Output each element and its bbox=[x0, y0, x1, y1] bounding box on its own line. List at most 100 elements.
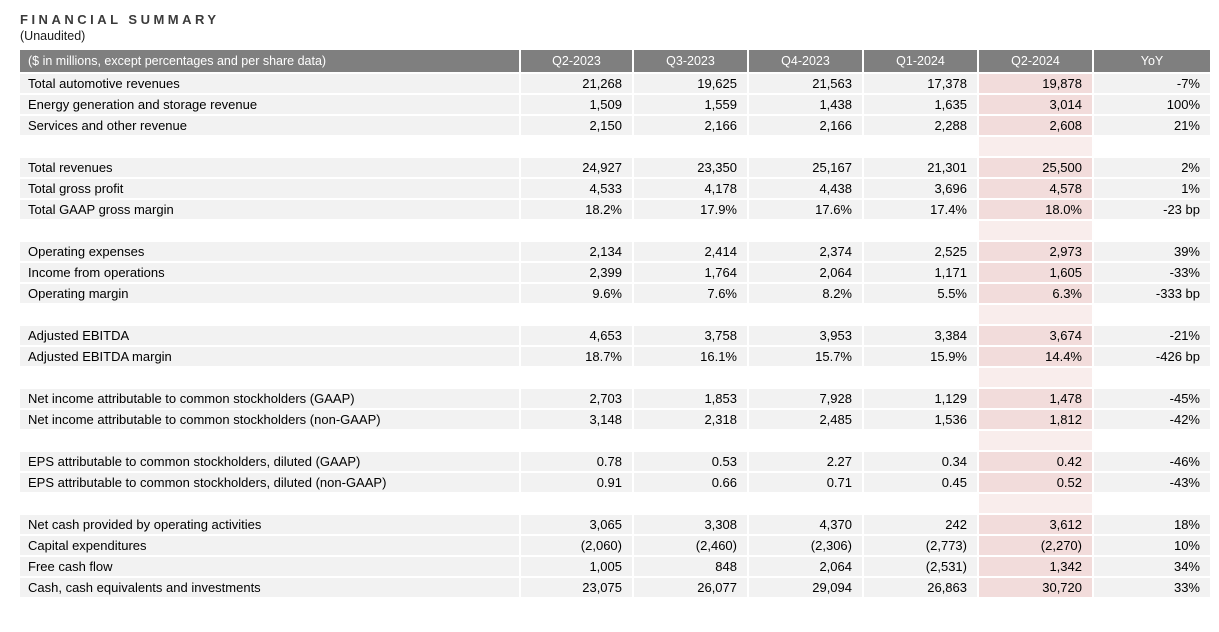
section-spacer-row bbox=[20, 219, 1210, 241]
cell-value: 3,696 bbox=[862, 177, 978, 199]
cell-value: 1,342 bbox=[977, 555, 1093, 577]
cell-yoy: -45% bbox=[1092, 387, 1210, 409]
table-row: Adjusted EBITDA 4,653 3,758 3,953 3,384 3,674… bbox=[20, 324, 1210, 346]
table-row: Cash, cash equivalents and investments 23… bbox=[20, 576, 1210, 597]
row-label: Services and other revenue bbox=[20, 114, 520, 136]
cell-value: 0.66 bbox=[632, 471, 748, 493]
spacer-cell bbox=[862, 429, 978, 451]
spacer-cell bbox=[632, 135, 748, 157]
cell-value: 2,485 bbox=[747, 408, 863, 430]
spacer-cell bbox=[20, 219, 520, 241]
spacer-cell bbox=[632, 303, 748, 325]
cell-value: 2,973 bbox=[977, 240, 1093, 262]
spacer-cell bbox=[1092, 219, 1210, 241]
spacer-cell bbox=[20, 492, 520, 514]
spacer-cell bbox=[632, 429, 748, 451]
spacer-cell bbox=[862, 492, 978, 514]
cell-value: 242 bbox=[862, 513, 978, 535]
cell-value: 0.71 bbox=[747, 471, 863, 493]
cell-value: 1,812 bbox=[977, 408, 1093, 430]
header-units-label: ($ in millions, except percentages and p… bbox=[20, 50, 520, 73]
cell-value: 0.53 bbox=[632, 450, 748, 472]
cell-value: 21,301 bbox=[862, 156, 978, 178]
row-label: Net income attributable to common stockh… bbox=[20, 387, 520, 409]
spacer-cell bbox=[1092, 303, 1210, 325]
cell-yoy: 100% bbox=[1092, 93, 1210, 115]
spacer-cell bbox=[20, 366, 520, 388]
cell-value: 4,370 bbox=[747, 513, 863, 535]
spacer-cell bbox=[20, 303, 520, 325]
table-row: Free cash flow 1,005 848 2,064 (2,531) 1,342 3… bbox=[20, 555, 1210, 577]
cell-yoy: -7% bbox=[1092, 72, 1210, 94]
table-row: Operating margin 9.6% 7.6% 8.2% 5.5% 6.3% -333… bbox=[20, 282, 1210, 304]
table-row: Adjusted EBITDA margin 18.7% 16.1% 15.7% 15.… bbox=[20, 345, 1210, 367]
spacer-cell bbox=[519, 492, 633, 514]
cell-value: 3,953 bbox=[747, 324, 863, 346]
row-label: Operating expenses bbox=[20, 240, 520, 262]
cell-value: 1,478 bbox=[977, 387, 1093, 409]
table-row: EPS attributable to common stockholders,… bbox=[20, 471, 1210, 493]
cell-value: 2,064 bbox=[747, 555, 863, 577]
cell-value: 24,927 bbox=[519, 156, 633, 178]
cell-value: 19,878 bbox=[977, 72, 1093, 94]
spacer-cell bbox=[632, 219, 748, 241]
cell-value: 0.52 bbox=[977, 471, 1093, 493]
cell-value: 3,148 bbox=[519, 408, 633, 430]
cell-value: 1,635 bbox=[862, 93, 978, 115]
row-label: Energy generation and storage revenue bbox=[20, 93, 520, 115]
spacer-cell bbox=[862, 219, 978, 241]
cell-value: 17,378 bbox=[862, 72, 978, 94]
cell-yoy: -21% bbox=[1092, 324, 1210, 346]
cell-value: 7,928 bbox=[747, 387, 863, 409]
header-col-q3-2023: Q3-2023 bbox=[632, 50, 748, 73]
cell-value: 2,414 bbox=[632, 240, 748, 262]
cell-yoy: -46% bbox=[1092, 450, 1210, 472]
spacer-cell bbox=[747, 492, 863, 514]
cell-value: 0.78 bbox=[519, 450, 633, 472]
spacer-cell bbox=[1092, 366, 1210, 388]
spacer-cell bbox=[519, 429, 633, 451]
spacer-cell bbox=[862, 135, 978, 157]
cell-value: 2,525 bbox=[862, 240, 978, 262]
cell-value: 1,438 bbox=[747, 93, 863, 115]
cell-value: 2.27 bbox=[747, 450, 863, 472]
spacer-cell bbox=[747, 219, 863, 241]
cell-value: 2,150 bbox=[519, 114, 633, 136]
cell-value: 25,167 bbox=[747, 156, 863, 178]
row-label: Capital expenditures bbox=[20, 534, 520, 556]
cell-value: 17.9% bbox=[632, 198, 748, 220]
cell-value: 1,005 bbox=[519, 555, 633, 577]
table-row: Net income attributable to common stockh… bbox=[20, 408, 1210, 430]
cell-yoy: -23 bp bbox=[1092, 198, 1210, 220]
cell-value: 2,374 bbox=[747, 240, 863, 262]
cell-value: 23,075 bbox=[519, 576, 633, 597]
cell-value: 30,720 bbox=[977, 576, 1093, 597]
spacer-cell bbox=[519, 366, 633, 388]
spacer-cell bbox=[20, 135, 520, 157]
spacer-cell bbox=[20, 429, 520, 451]
cell-value: 1,764 bbox=[632, 261, 748, 283]
cell-value: 848 bbox=[632, 555, 748, 577]
row-label: Adjusted EBITDA bbox=[20, 324, 520, 346]
cell-yoy: 34% bbox=[1092, 555, 1210, 577]
spacer-cell bbox=[747, 429, 863, 451]
row-label: Net income attributable to common stockh… bbox=[20, 408, 520, 430]
spacer-cell bbox=[632, 366, 748, 388]
table-row: Services and other revenue 2,150 2,166 2,16… bbox=[20, 114, 1210, 136]
cell-value: 23,350 bbox=[632, 156, 748, 178]
cell-value: 0.42 bbox=[977, 450, 1093, 472]
cell-value: 2,288 bbox=[862, 114, 978, 136]
spacer-cell bbox=[977, 303, 1093, 325]
cell-value: 4,178 bbox=[632, 177, 748, 199]
cell-value: 26,077 bbox=[632, 576, 748, 597]
cell-yoy: -33% bbox=[1092, 261, 1210, 283]
header-col-q2-2023: Q2-2023 bbox=[519, 50, 633, 73]
cell-value: 16.1% bbox=[632, 345, 748, 367]
cell-value: (2,460) bbox=[632, 534, 748, 556]
cell-value: 14.4% bbox=[977, 345, 1093, 367]
spacer-cell bbox=[977, 219, 1093, 241]
row-label: Free cash flow bbox=[20, 555, 520, 577]
row-label: Net cash provided by operating activitie… bbox=[20, 513, 520, 535]
cell-value: 21,563 bbox=[747, 72, 863, 94]
cell-value: 2,608 bbox=[977, 114, 1093, 136]
